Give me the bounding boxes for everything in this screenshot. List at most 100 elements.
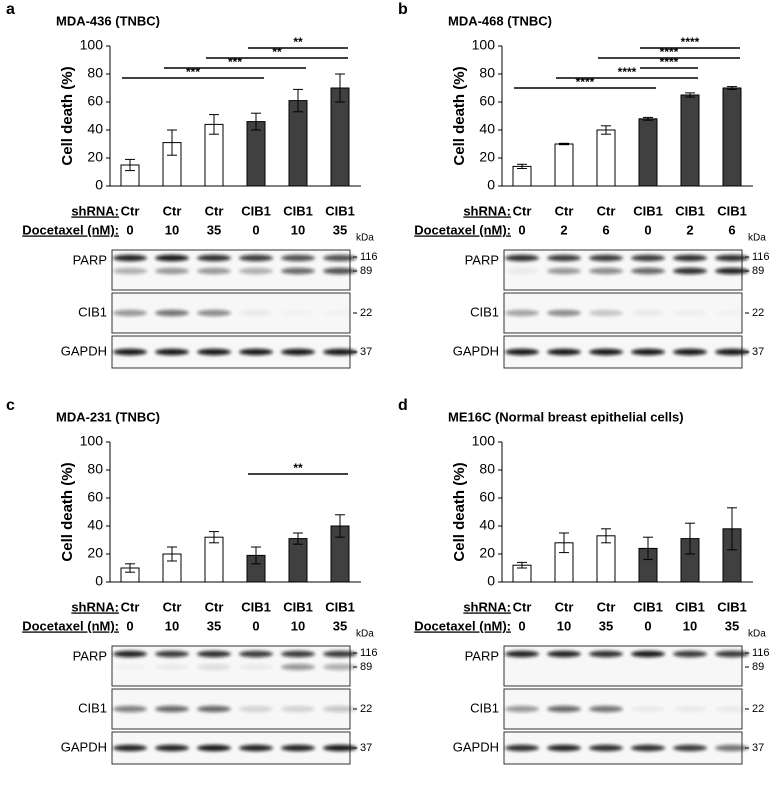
- panel-letter: c: [6, 397, 15, 414]
- y-tick-label: 100: [80, 433, 104, 449]
- y-tick-label: 40: [87, 121, 103, 137]
- blot-band: [631, 650, 665, 658]
- y-tick-label: 0: [95, 177, 103, 193]
- blot-band: [547, 705, 581, 713]
- blot-name: PARP: [73, 252, 107, 267]
- y-tick-label: 20: [87, 545, 103, 561]
- dose-label: 10: [165, 222, 179, 237]
- panel-letter: d: [398, 397, 408, 414]
- blot-band: [197, 705, 231, 713]
- y-tick-label: 0: [487, 573, 495, 589]
- y-tick-label: 40: [479, 517, 495, 533]
- dose-label: 35: [725, 618, 739, 633]
- blot-band: [281, 705, 315, 713]
- y-tick-label: 0: [487, 177, 495, 193]
- blot-band: [505, 348, 539, 356]
- row-label: Docetaxel (nM):: [414, 618, 511, 633]
- bar: [722, 87, 742, 187]
- error-bar: [517, 561, 527, 569]
- blot-box: [503, 249, 743, 291]
- blot-band: [715, 310, 749, 316]
- blot-band: [113, 705, 147, 713]
- chart-title: MDA-231 (TNBC): [56, 409, 160, 424]
- y-tick-label: 60: [87, 93, 103, 109]
- blot-band: [547, 650, 581, 658]
- error-bar: [251, 112, 261, 131]
- blot-band: [547, 744, 581, 752]
- blot-band: [715, 267, 749, 275]
- dose-label: 2: [560, 222, 567, 237]
- blot-band: [155, 348, 189, 356]
- blot-band: [113, 254, 147, 262]
- y-tick-label: 80: [479, 65, 495, 81]
- dose-label: 0: [644, 222, 651, 237]
- error-bar: [335, 514, 345, 538]
- blot-band: [323, 310, 357, 316]
- blot-band: [197, 744, 231, 752]
- blot-band: [589, 705, 623, 713]
- marker-label: 89: [360, 661, 372, 673]
- panel-letter: b: [398, 1, 408, 18]
- bar: [638, 118, 658, 187]
- blot-band: [505, 254, 539, 262]
- marker-label: 22: [752, 703, 764, 715]
- y-tick-label: 100: [472, 37, 496, 53]
- blot-band: [547, 267, 581, 275]
- blot-name: GAPDH: [453, 739, 499, 754]
- y-tick-label: 100: [80, 37, 104, 53]
- blot-band: [113, 744, 147, 752]
- blot-box: [111, 249, 351, 291]
- y-tick-label: 20: [479, 545, 495, 561]
- blot-band: [631, 705, 665, 713]
- dose-label: 35: [333, 618, 347, 633]
- blot-band: [589, 650, 623, 658]
- blot-band: [281, 744, 315, 752]
- error-bar: [167, 546, 177, 562]
- blot-band: [589, 744, 623, 752]
- y-tick-label: 0: [95, 573, 103, 589]
- shrna-label: CIB1: [241, 599, 271, 614]
- bar: [204, 536, 224, 583]
- blot-band: [323, 254, 357, 262]
- blot-band: [155, 254, 189, 262]
- blot-band: [505, 267, 539, 275]
- row-label: shRNA:: [71, 203, 119, 218]
- blot-band: [281, 310, 315, 316]
- blot-band: [197, 267, 231, 275]
- chart-title: MDA-436 (TNBC): [56, 13, 160, 28]
- shrna-label: CIB1: [633, 203, 663, 218]
- blot-band: [239, 705, 273, 713]
- y-tick-label: 60: [479, 489, 495, 505]
- blot-band: [197, 254, 231, 262]
- shrna-label: Ctr: [205, 599, 224, 614]
- error-bar: [335, 73, 345, 103]
- y-axis-label: Cell death (%): [451, 66, 468, 165]
- blot-band: [673, 705, 707, 713]
- blot-band: [715, 348, 749, 356]
- bar: [288, 100, 308, 187]
- error-bar: [125, 158, 135, 172]
- marker-label: 89: [752, 265, 764, 277]
- shrna-label: Ctr: [121, 203, 140, 218]
- blot-band: [547, 348, 581, 356]
- blot-band: [715, 650, 749, 658]
- marker-label: 89: [752, 661, 764, 673]
- dose-label: 0: [644, 618, 651, 633]
- dose-label: 35: [207, 618, 221, 633]
- shrna-label: CIB1: [241, 203, 271, 218]
- marker-label: 116: [752, 647, 770, 659]
- significance-label: **: [293, 35, 303, 49]
- marker-label: 22: [360, 307, 372, 319]
- row-label: Docetaxel (nM):: [22, 222, 119, 237]
- error-bar: [643, 116, 653, 121]
- marker-label: 116: [752, 251, 770, 263]
- error-bar: [601, 528, 611, 544]
- shrna-label: Ctr: [513, 203, 532, 218]
- blot-name: CIB1: [470, 700, 499, 715]
- error-bar: [293, 88, 303, 113]
- blot-name: PARP: [73, 648, 107, 663]
- blot-band: [155, 309, 189, 317]
- blot-band: [323, 348, 357, 356]
- significance-label: ****: [681, 35, 700, 49]
